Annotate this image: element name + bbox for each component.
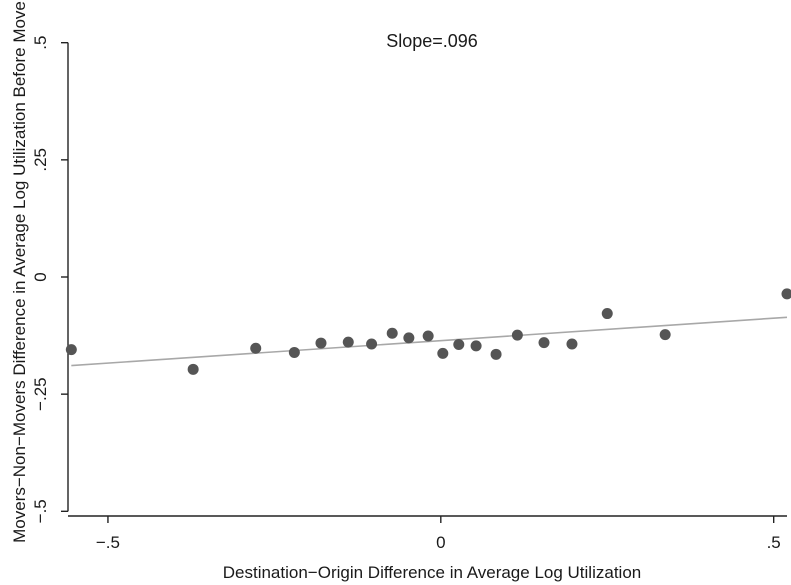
data-point xyxy=(601,308,613,320)
x-tick-label: −.5 xyxy=(96,533,120,552)
y-tick-label: −.25 xyxy=(31,377,50,411)
x-tick-label: .5 xyxy=(767,533,781,552)
data-point xyxy=(437,347,449,359)
y-tick-label: −.5 xyxy=(31,499,50,523)
data-point xyxy=(566,338,578,350)
y-tick-label: .5 xyxy=(31,36,50,50)
data-point xyxy=(453,338,465,350)
x-axis-label: Destination−Origin Difference in Average… xyxy=(223,563,641,582)
x-tick-label: 0 xyxy=(436,533,445,552)
data-point xyxy=(538,337,550,349)
data-point xyxy=(490,348,502,360)
data-point xyxy=(781,288,791,300)
data-point xyxy=(422,330,434,342)
data-point xyxy=(342,336,354,348)
data-point xyxy=(659,329,671,341)
data-point xyxy=(403,332,415,344)
y-axis: −.5 −.25 0 .25 .5 xyxy=(31,36,69,523)
data-point xyxy=(65,344,77,356)
x-axis: −.5 0 .5 xyxy=(68,515,787,552)
data-point xyxy=(386,327,398,339)
y-tick-label: 0 xyxy=(31,272,50,281)
slope-annotation: Slope=.096 xyxy=(386,31,478,51)
data-point xyxy=(187,363,199,375)
y-tick-label: .25 xyxy=(31,148,50,172)
data-point xyxy=(250,342,262,354)
data-point xyxy=(315,337,327,349)
data-points xyxy=(65,288,791,375)
data-point xyxy=(288,346,300,358)
data-point xyxy=(511,329,523,341)
data-point xyxy=(366,338,378,350)
y-axis-label: Movers−Non−Movers Difference in Average … xyxy=(10,1,29,543)
data-point xyxy=(470,340,482,352)
